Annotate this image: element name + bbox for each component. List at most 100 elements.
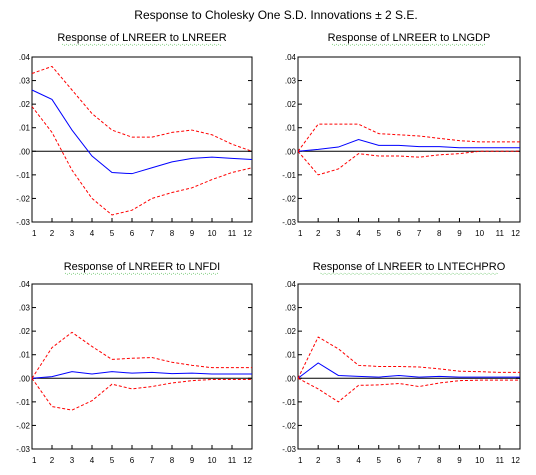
y-tick-label: .01: [285, 124, 297, 133]
y-tick-label: -.01: [282, 171, 296, 180]
x-tick-label: 2: [50, 229, 55, 238]
x-tick-label: 7: [417, 229, 422, 238]
x-tick-label: 3: [70, 229, 75, 238]
y-tick-label: .03: [19, 77, 31, 86]
x-tick-label: 12: [243, 456, 252, 465]
x-tick-label: 11: [496, 229, 505, 238]
x-tick-label: 8: [437, 229, 442, 238]
x-tick-label: 4: [90, 229, 95, 238]
series-line-lower: [31, 106, 253, 216]
y-tick-label: .02: [19, 100, 31, 109]
y-tick-label: .03: [19, 304, 31, 313]
y-tick-label: -.01: [16, 171, 30, 180]
x-tick-label: 2: [316, 229, 321, 238]
series-line-upper: [297, 336, 520, 379]
series-line-response: [297, 138, 520, 152]
plot-frame: [297, 56, 521, 223]
y-tick-label: .04: [19, 280, 31, 289]
x-tick-label: 2: [50, 456, 55, 465]
panel-lnreer-to-lnreer: Response of LNREER to LNREER .04 .03 .02 .01…: [16, 32, 252, 238]
x-tick-label: 5: [110, 456, 115, 465]
x-tick-label: 9: [457, 229, 462, 238]
x-tick-label: 5: [110, 229, 115, 238]
x-tick-label: 7: [417, 456, 422, 465]
x-tick-label: 12: [511, 229, 520, 238]
y-tick-label: .02: [285, 100, 297, 109]
x-tick-label: 6: [130, 456, 135, 465]
x-tick-label: 4: [90, 456, 95, 465]
x-tick-label: 3: [70, 456, 75, 465]
y-tick-label: .01: [19, 351, 31, 360]
title-squiggle: [64, 272, 220, 275]
y-tick-label: .01: [285, 351, 297, 360]
chart-panels: Response of LNREER to LNREER .04 .03 .02 .01…: [16, 32, 520, 465]
x-tick-label: 10: [475, 229, 484, 238]
y-tick-label: .04: [285, 53, 297, 62]
y-tick-label: -.02: [16, 421, 30, 430]
y-tick-label: .03: [285, 77, 297, 86]
series-line-response: [297, 362, 520, 379]
x-tick-label: 1: [32, 456, 37, 465]
series-line-upper: [31, 65, 253, 152]
y-tick-label: .03: [285, 304, 297, 313]
x-tick-label: 11: [496, 456, 505, 465]
series-line-response: [31, 89, 253, 175]
series-line-lower: [297, 150, 520, 176]
panel-title: Response of LNREER to LNFDI: [64, 261, 221, 273]
figure-title: Response to Cholesky One S.D. Innovation…: [134, 8, 417, 22]
x-tick-label: 5: [377, 229, 382, 238]
x-tick-label: 10: [208, 456, 217, 465]
x-tick-label: 9: [190, 456, 195, 465]
x-tick-label: 8: [170, 456, 175, 465]
y-tick-label: -.01: [282, 398, 296, 407]
x-tick-label: 4: [356, 229, 361, 238]
x-tick-label: 6: [397, 456, 402, 465]
x-tick-label: 7: [150, 456, 155, 465]
y-tick-label: -.02: [16, 194, 30, 203]
plot-frame: [31, 56, 253, 223]
y-tick-label: -.02: [282, 194, 296, 203]
x-tick-label: 12: [511, 456, 520, 465]
panel-lnreer-to-lngdp: Response of LNREER to LNGDP .04 .03 .02 .01.…: [282, 32, 520, 238]
plot-frame: [31, 283, 253, 450]
y-tick-label: .00: [19, 374, 31, 383]
x-tick-label: 12: [243, 229, 252, 238]
series-line-response: [31, 371, 252, 379]
y-tick-label: .04: [285, 280, 297, 289]
series-line-lower: [297, 377, 520, 403]
y-tick-label: -.02: [282, 421, 296, 430]
y-tick-label: -.03: [16, 445, 30, 454]
x-tick-label: 4: [356, 456, 361, 465]
x-tick-label: 8: [437, 456, 442, 465]
x-tick-label: 1: [298, 229, 303, 238]
y-tick-label: -.03: [16, 218, 30, 227]
series-line-lower: [31, 377, 252, 411]
plot-frame: [297, 283, 521, 450]
x-tick-label: 10: [208, 229, 217, 238]
panel-title: Response of LNREER to LNREER: [57, 32, 226, 44]
title-squiggle: [331, 43, 487, 46]
x-tick-label: 6: [130, 229, 135, 238]
x-tick-label: 10: [475, 456, 484, 465]
x-tick-label: 3: [336, 229, 341, 238]
y-tick-label: .02: [19, 327, 31, 336]
x-tick-label: 3: [336, 456, 341, 465]
x-tick-label: 2: [316, 456, 321, 465]
x-tick-label: 7: [150, 229, 155, 238]
y-tick-label: -.01: [16, 398, 30, 407]
x-tick-label: 11: [228, 229, 237, 238]
y-tick-label: .00: [285, 147, 297, 156]
x-tick-label: 1: [298, 456, 303, 465]
title-squiggle: [62, 43, 223, 46]
x-tick-label: 6: [397, 229, 402, 238]
panel-title: Response of LNREER to LNGDP: [328, 32, 491, 44]
y-tick-label: -.03: [282, 218, 296, 227]
series-line-upper: [297, 123, 520, 152]
x-tick-label: 5: [377, 456, 382, 465]
panel-lnreer-to-lnfdi: Response of LNREER to LNFDI .04 .03 .02 .01.…: [16, 261, 252, 465]
x-tick-label: 1: [32, 229, 37, 238]
series-line-upper: [31, 331, 252, 379]
x-tick-label: 11: [228, 456, 237, 465]
y-tick-label: .01: [19, 124, 31, 133]
